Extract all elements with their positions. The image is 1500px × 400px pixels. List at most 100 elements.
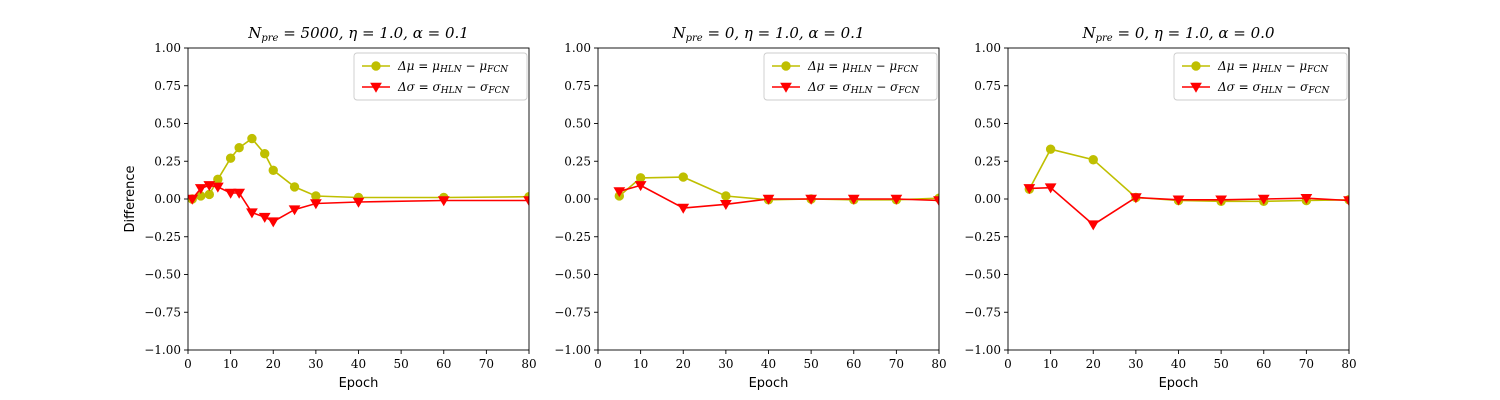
x-tick-label: 10 [223, 357, 238, 371]
legend-label-1: Δμ = μHLN − μFCN [807, 59, 919, 75]
series-line-2 [619, 184, 939, 209]
x-tick-label: 30 [1128, 357, 1143, 371]
data-point-s2-6 [233, 188, 246, 199]
y-tick-label: −1.00 [144, 343, 181, 357]
data-point-s2-7 [246, 208, 258, 219]
x-tick-label: 70 [479, 357, 494, 371]
data-point-s2-9 [267, 217, 280, 228]
y-tick-label: 1.00 [974, 41, 1001, 55]
x-tick-label: 40 [351, 357, 366, 371]
data-point-s2-5 [224, 188, 237, 199]
x-tick-label: 50 [803, 357, 818, 371]
data-point-s2-4 [1130, 193, 1142, 204]
y-tick-label: 1.00 [154, 41, 181, 55]
data-point-s2-1 [613, 187, 626, 198]
x-tick-label: 50 [1213, 357, 1228, 371]
x-tick-label: 0 [184, 357, 192, 371]
data-point-s1-3 [678, 172, 688, 182]
data-point-s2-2 [1044, 183, 1057, 194]
legend-label-2: Δσ = σHLN − σFCN [397, 80, 510, 96]
data-point-s2-10 [288, 205, 301, 216]
plot-area [1023, 144, 1349, 231]
x-axis-label: Epoch [1159, 376, 1199, 391]
data-point-s2-6 [805, 194, 817, 205]
y-tick-label: −0.75 [144, 305, 181, 319]
y-axis-label: Difference [123, 165, 138, 232]
x-tick-label: 70 [1299, 357, 1314, 371]
data-point-s2-3 [203, 181, 216, 192]
data-point-s1-11 [311, 191, 321, 201]
y-tick-label: 0.25 [564, 154, 591, 168]
data-point-s1-7 [247, 133, 257, 144]
x-tick-label: 80 [521, 357, 536, 371]
series-line-1 [1028, 148, 1349, 203]
data-point-s1-4 [721, 191, 731, 201]
legend-label-2: Δσ = σHLN − σFCN [807, 80, 920, 96]
y-tick-label: −0.25 [144, 230, 181, 244]
data-point-s2-4 [211, 182, 224, 193]
data-point-s2-12 [352, 197, 365, 208]
series-line-1 [618, 176, 939, 201]
x-axis-label: Epoch [339, 376, 379, 391]
x-tick-label: 0 [1004, 357, 1012, 371]
y-tick-label: 0.50 [974, 117, 1001, 131]
data-point-s2-5 [762, 194, 775, 205]
x-tick-label: 60 [846, 357, 861, 371]
data-point-s1-8 [260, 149, 270, 159]
y-tick-label: 0.25 [154, 154, 181, 168]
x-tick-label: 20 [676, 357, 691, 371]
legend-label-2: Δσ = σHLN − σFCN [1217, 80, 1330, 96]
y-tick-label: 0.00 [974, 192, 1001, 206]
data-point-s2-2 [194, 184, 207, 195]
chart-title: Npre = 5000, η = 1.0, α = 0.1 [247, 24, 469, 44]
plot-area [188, 133, 529, 228]
plot-area [613, 172, 939, 214]
y-tick-label: 0.75 [564, 79, 591, 93]
x-tick-label: 0 [594, 357, 602, 371]
data-point-s1-3 [1088, 155, 1098, 165]
legend-marker-2 [780, 82, 792, 93]
data-point-s2-4 [720, 200, 732, 211]
legend: Δμ = μHLN − μFCN Δσ = σHLN − σFCN [763, 52, 938, 101]
data-point-s1-4 [213, 174, 223, 185]
x-tick-label: 20 [1086, 357, 1101, 371]
data-point-s2-8 [890, 194, 903, 205]
legend: Δμ = μHLN − μFCN Δσ = σHLN − σFCN [1173, 52, 1348, 101]
data-point-s2-1 [1023, 184, 1036, 195]
data-point-s1-2 [1045, 144, 1056, 154]
data-point-s2-8 [1300, 193, 1313, 204]
data-point-s1-9 [268, 165, 278, 176]
x-tick-label: 60 [436, 357, 451, 371]
y-tick-label: 0.75 [974, 79, 1001, 93]
chart-title: Npre = 0, η = 1.0, α = 0.0 [1082, 24, 1275, 44]
data-point-s2-14 [523, 196, 529, 207]
legend-marker-1 [371, 61, 381, 71]
data-point-s2-3 [1087, 220, 1100, 231]
data-point-s2-5 [1172, 195, 1185, 206]
y-tick-label: −0.75 [554, 305, 591, 319]
x-tick-label: 40 [761, 357, 776, 371]
legend-box [1173, 52, 1348, 101]
y-tick-label: 0.50 [154, 117, 181, 131]
x-tick-label: 40 [1171, 357, 1186, 371]
x-axis-label: Epoch [749, 376, 789, 391]
y-tick-label: −0.50 [964, 268, 1001, 282]
data-point-s1-2 [635, 173, 646, 183]
y-tick-label: 0.00 [564, 192, 591, 206]
y-tick-label: 0.25 [974, 154, 1001, 168]
data-point-s2-7 [1257, 194, 1270, 205]
x-tick-label: 10 [633, 357, 648, 371]
data-point-s1-6 [234, 142, 244, 153]
chart-panel-2: 0 10 20 30 40 50 60 70 80 −1.00 −0.75 −0.50 −0.25 0.0… [554, 24, 946, 391]
x-tick-label: 70 [889, 357, 904, 371]
y-tick-label: −0.25 [554, 230, 591, 244]
y-tick-label: −1.00 [964, 343, 1001, 357]
y-tick-label: −0.75 [964, 305, 1001, 319]
y-tick-label: −0.50 [554, 268, 591, 282]
legend-label-1: Δμ = μHLN − μFCN [397, 59, 509, 75]
chart-panel-3: 0 10 20 30 40 50 60 70 80 −1.00 −0.75 −0.50 −0.25 0.0… [964, 24, 1356, 391]
data-point-s2-2 [634, 181, 647, 192]
legend-box [353, 52, 528, 101]
data-point-s2-6 [1215, 195, 1227, 206]
data-point-s2-3 [677, 203, 690, 214]
